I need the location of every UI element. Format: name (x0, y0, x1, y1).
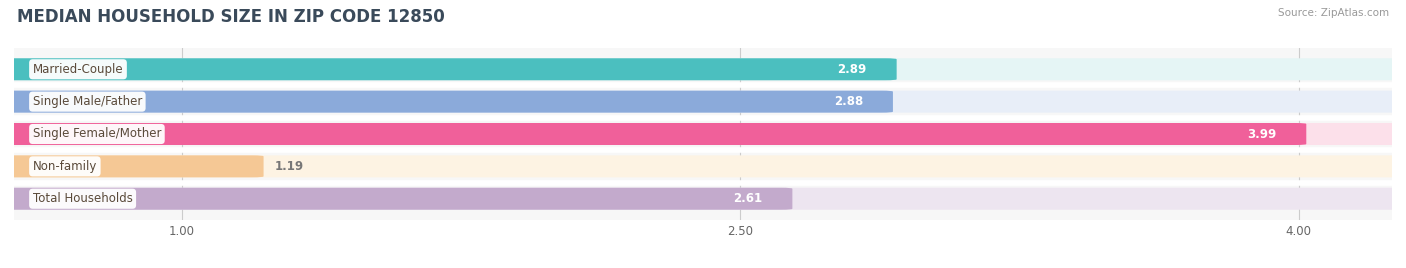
Text: Single Female/Mother: Single Female/Mother (32, 128, 162, 140)
FancyBboxPatch shape (3, 58, 897, 80)
Text: 1.19: 1.19 (274, 160, 304, 173)
Text: 2.61: 2.61 (734, 192, 762, 205)
FancyBboxPatch shape (3, 123, 1306, 145)
Text: 3.99: 3.99 (1247, 128, 1277, 140)
Text: 2.88: 2.88 (834, 95, 863, 108)
FancyBboxPatch shape (3, 58, 1403, 80)
FancyBboxPatch shape (3, 188, 1403, 210)
FancyBboxPatch shape (3, 91, 1403, 113)
FancyBboxPatch shape (3, 91, 893, 113)
Text: Single Male/Father: Single Male/Father (32, 95, 142, 108)
FancyBboxPatch shape (3, 123, 1403, 145)
Text: Source: ZipAtlas.com: Source: ZipAtlas.com (1278, 8, 1389, 18)
Text: Married-Couple: Married-Couple (32, 63, 124, 76)
Text: 2.89: 2.89 (838, 63, 868, 76)
FancyBboxPatch shape (3, 188, 793, 210)
Text: Total Households: Total Households (32, 192, 132, 205)
Text: Non-family: Non-family (32, 160, 97, 173)
Text: MEDIAN HOUSEHOLD SIZE IN ZIP CODE 12850: MEDIAN HOUSEHOLD SIZE IN ZIP CODE 12850 (17, 8, 444, 26)
FancyBboxPatch shape (3, 155, 263, 177)
FancyBboxPatch shape (3, 155, 1403, 177)
